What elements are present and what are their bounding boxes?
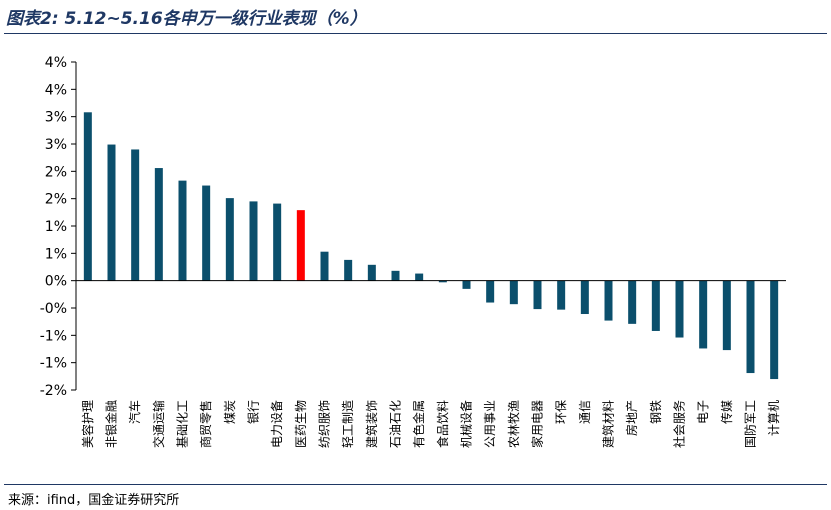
x-tick-label: 纺织服饰 (318, 400, 332, 448)
y-tick-label: 3% (45, 110, 67, 126)
x-tick-label: 电力设备 (270, 400, 284, 448)
x-tick-label: 国防军工 (743, 400, 758, 448)
y-tick-label: -1% (40, 328, 67, 344)
bar (367, 264, 376, 281)
y-tick-label: 0% (45, 274, 67, 290)
bar (83, 112, 92, 281)
x-tick-label: 房地产 (624, 400, 639, 436)
bar (651, 280, 660, 331)
x-tick-label: 家用电器 (530, 400, 545, 448)
source-note: 来源：ifind，国金证券研究所 (8, 493, 180, 508)
bar (557, 280, 566, 310)
x-tick-label: 交通运输 (151, 400, 166, 448)
x-tick-label: 环保 (554, 400, 568, 424)
bar (344, 259, 353, 281)
bar (628, 280, 637, 324)
x-axis-labels: 美容护理 非银金融 汽车 交通运输 基础化工 商贸零售 煤炭 银行 电力设备 医药生物 纺织服饰 轻工… (80, 400, 781, 448)
x-tick-label: 医药生物 (294, 400, 308, 448)
x-tick-label: 通信 (578, 400, 592, 424)
bar (415, 273, 424, 281)
bar (107, 144, 116, 281)
bar (249, 201, 258, 281)
x-tick-label: 轻工制造 (341, 400, 355, 448)
bar (699, 280, 708, 349)
bar (486, 280, 495, 303)
y-tick-label: 1% (45, 219, 67, 235)
bar (462, 280, 471, 289)
x-tick-label: 汽车 (127, 400, 142, 424)
x-tick-label: 非银金融 (104, 400, 119, 448)
bar (131, 149, 140, 281)
x-tick-label: 石油石化 (389, 400, 403, 448)
title-divider (4, 33, 827, 34)
x-tick-label: 钢铁 (649, 400, 663, 424)
x-tick-label: 商贸零售 (198, 400, 213, 448)
y-tick-label: 4% (45, 55, 67, 71)
bar (273, 203, 282, 281)
y-tick-label: -2% (40, 383, 67, 399)
bar (202, 185, 211, 281)
x-tick-label: 计算机 (766, 400, 781, 436)
y-tick-label: 2% (45, 164, 67, 180)
bar (604, 280, 613, 321)
bar (438, 280, 447, 283)
bar (675, 280, 684, 338)
bar (770, 280, 779, 380)
bar (746, 280, 755, 374)
bar (178, 180, 187, 281)
x-tick-label: 建筑材料 (601, 400, 616, 448)
bar (509, 280, 518, 305)
y-tick-label: -1% (40, 356, 67, 372)
y-tick-label: 3% (45, 137, 67, 153)
x-tick-label: 机械设备 (459, 400, 474, 448)
y-tick-label: 1% (45, 246, 67, 262)
x-tick-label: 社会服务 (672, 400, 687, 448)
x-tick-label: 农林牧渔 (507, 400, 521, 448)
chart-title: 图表2: 5.12~5.16各申万一级行业表现（%） (6, 9, 367, 29)
x-tick-label: 建筑装饰 (364, 400, 379, 448)
y-axis: -2% -1% -1% -0% 0% 1% 1% 2% 2% 3% 3% 4% 4% (40, 55, 77, 399)
x-tick-label: 公用事业 (483, 400, 497, 448)
x-tick-label: 煤炭 (223, 400, 237, 424)
source-divider (4, 484, 827, 485)
x-tick-label: 食品饮料 (435, 400, 450, 448)
x-tick-label: 美容护理 (80, 400, 95, 448)
bar (580, 280, 589, 315)
bar (225, 198, 234, 281)
bar (296, 210, 305, 281)
bar (722, 280, 731, 351)
y-tick-label: -0% (40, 301, 67, 317)
x-tick-label: 有色金属 (411, 400, 426, 448)
x-tick-label: 传媒 (719, 400, 734, 424)
x-tick-label: 银行 (247, 400, 261, 424)
bar (154, 168, 163, 281)
y-tick-label: 4% (45, 82, 67, 98)
bar (533, 280, 542, 310)
y-tick-label: 2% (45, 192, 67, 208)
bar-chart: -2% -1% -1% -0% 0% 1% 1% 2% 2% 3% 3% 4% 4% 美容护理 非银金融汽… (40, 55, 786, 448)
x-tick-label: 电子 (696, 400, 710, 424)
bars (83, 112, 779, 380)
x-tick-label: 基础化工 (176, 400, 190, 448)
bar (320, 251, 329, 281)
bar (391, 270, 400, 281)
